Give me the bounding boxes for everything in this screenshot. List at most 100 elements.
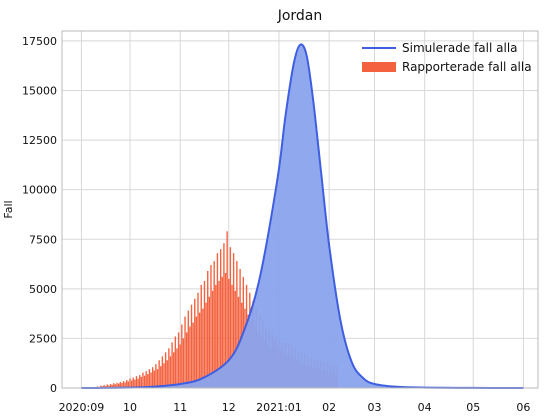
y-tick-label: 0: [50, 382, 57, 395]
legend-label-simulated: Simulerade fall alla: [402, 41, 518, 55]
reported-bar: [163, 363, 165, 388]
reported-bar: [229, 247, 232, 388]
reported-bar: [164, 352, 167, 388]
axes: 2020:09 10 11 12 2021:01 02 03 04 05 06 0 2500 5000 7…: [22, 30, 539, 414]
reported-bar: [200, 284, 202, 388]
reported-bar: [113, 383, 115, 388]
reported-bar: [119, 382, 121, 388]
reported-bar: [234, 290, 236, 388]
reported-bar: [111, 384, 113, 388]
reported-bar: [228, 278, 230, 388]
y-axis-label: Fall: [2, 200, 15, 218]
reported-bar: [137, 378, 139, 388]
x-tick-label: 2021:01: [256, 401, 302, 414]
reported-bar: [114, 384, 117, 388]
reported-bar: [231, 284, 233, 388]
simulated-area: [81, 44, 524, 389]
reported-bar: [197, 292, 199, 388]
reported-bar: [216, 253, 219, 388]
x-tick-label: 10: [123, 401, 137, 414]
reported-bar: [143, 375, 146, 388]
x-tick-label: 05: [466, 401, 480, 414]
x-tick-label: 11: [173, 401, 187, 414]
reported-bar: [130, 380, 133, 388]
reported-bar: [166, 360, 168, 388]
reported-bar: [142, 372, 144, 388]
reported-bar: [124, 382, 126, 388]
reported-bar: [195, 316, 198, 388]
reported-bar: [215, 284, 217, 388]
reported-bar: [189, 326, 191, 388]
chart-title: Jordan: [277, 8, 323, 24]
reported-bar: [190, 304, 193, 388]
reported-bar: [160, 366, 162, 388]
reported-bar: [171, 342, 173, 388]
y-tick-label: 2500: [29, 332, 57, 345]
reported-bar: [176, 348, 178, 388]
reported-bar: [185, 332, 188, 388]
reported-bar: [155, 364, 157, 388]
reported-bar: [208, 296, 211, 388]
reported-bar: [203, 280, 206, 388]
reported-bar: [145, 371, 147, 388]
reported-bar: [181, 324, 183, 388]
reported-bar: [194, 298, 196, 388]
reported-bar: [117, 383, 120, 388]
reported-bar: [156, 369, 159, 388]
reported-bar: [150, 372, 152, 388]
reported-bar: [211, 290, 214, 388]
reported-bar: [100, 385, 102, 388]
reported-bar: [109, 384, 112, 388]
y-tick-label: 7500: [29, 233, 57, 246]
x-tick-label: 04: [418, 401, 432, 414]
reported-bar: [218, 280, 220, 388]
reported-bar: [236, 261, 238, 388]
reported-bar: [134, 379, 136, 388]
reported-bar: [198, 312, 201, 388]
reported-bar: [192, 322, 194, 388]
reported-bar: [116, 382, 118, 388]
x-tick-label: 06: [516, 401, 530, 414]
legend: Simulerade fall alla Rapporterade fall al…: [362, 41, 532, 74]
reported-bar: [161, 356, 164, 388]
reported-bar: [205, 302, 207, 388]
y-tick-label: 17500: [22, 35, 57, 48]
y-tick-label: 12500: [22, 134, 57, 147]
reported-bar: [158, 360, 160, 388]
legend-label-reported: Rapporterade fall alla: [402, 60, 532, 74]
plot-frame: [61, 30, 539, 389]
reported-bar: [129, 378, 131, 388]
simulated-line: [81, 43, 524, 389]
reported-bar: [239, 269, 241, 388]
y-tick-label: 5000: [29, 283, 57, 296]
reported-bar: [221, 276, 223, 388]
reported-bar: [173, 352, 175, 388]
reported-bar: [147, 374, 149, 388]
reported-bar: [122, 381, 125, 388]
reported-bar: [103, 385, 105, 388]
reported-bar: [224, 272, 227, 388]
reported-bar: [148, 369, 151, 388]
reported-bar: [108, 385, 110, 388]
reported-bar: [232, 253, 235, 388]
simulated-series: [81, 43, 524, 389]
reported-bar: [187, 310, 189, 388]
reported-bar: [106, 384, 109, 388]
legend-swatch-reported: [362, 62, 396, 72]
reported-bar: [174, 336, 177, 388]
reported-bar: [210, 265, 212, 388]
reported-bar: [140, 376, 143, 388]
reported-bar: [184, 316, 186, 388]
y-tick-label: 10000: [22, 184, 57, 197]
reported-bar: [168, 348, 170, 388]
reported-bar: [223, 243, 225, 388]
x-tick-label: 2020:09: [59, 401, 105, 414]
x-tick-label: 02: [322, 401, 336, 414]
x-tick-label: 12: [222, 401, 236, 414]
reported-bar: [126, 380, 128, 388]
x-tick-label: 03: [367, 401, 381, 414]
reported-bar: [202, 308, 204, 388]
reported-bar: [179, 344, 181, 388]
